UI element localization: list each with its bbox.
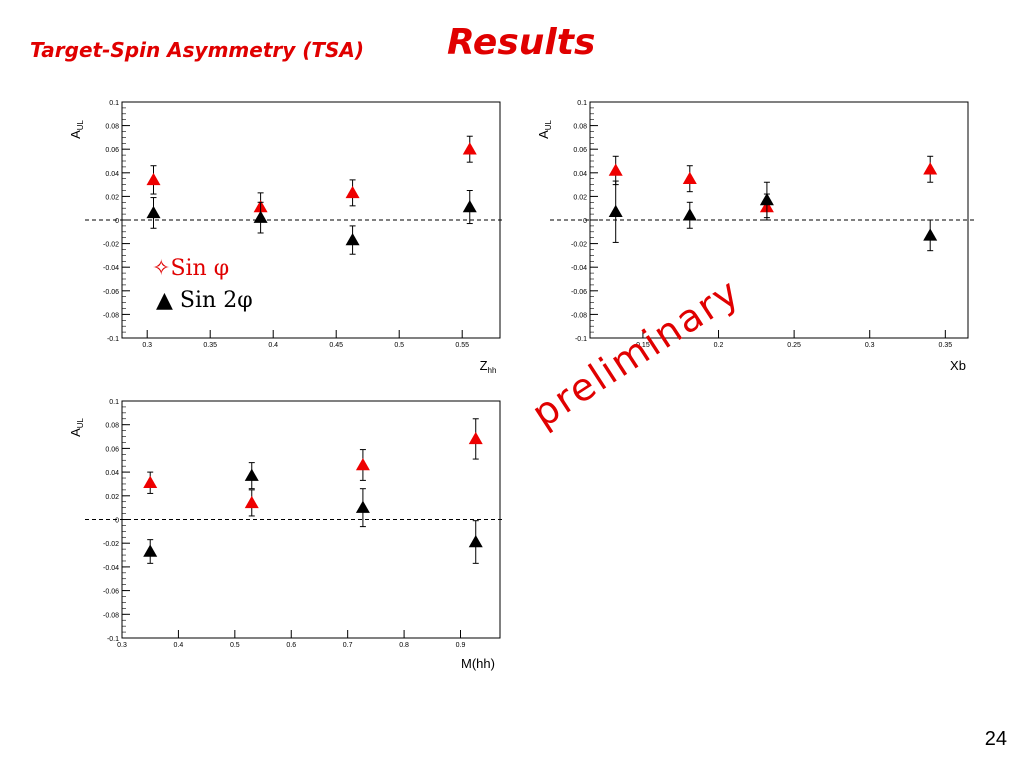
x-axis-label-subscript: hh [488, 366, 497, 375]
data-point-sin-phi [244, 495, 259, 509]
data-point-sin-2phi [608, 204, 623, 217]
plot-zhh: -0.1 -0.08 -0.06 -0.04 -0.02 0 0.02 0.04 0.06 0.0… [68, 100, 505, 375]
y-tick-label: 0.02 [105, 194, 119, 201]
data-point-sin-phi [468, 431, 483, 445]
sparkle-icon: ✧ [152, 256, 171, 281]
data-point-sin-2phi [355, 500, 370, 513]
x-tick-label: 0.7 [343, 642, 353, 649]
y-tick-label: -0.06 [571, 289, 587, 296]
x-axis-label: Zhh [480, 358, 497, 375]
y-tick-label: -0.04 [571, 265, 587, 272]
x-axis-label: M(hh) [461, 656, 495, 671]
legend-sin-phi: ✧Sin φ [152, 256, 229, 281]
data-point-sin-phi [923, 162, 938, 175]
x-tick-label: 0.3 [865, 342, 875, 349]
y-tick-label: 0.06 [105, 446, 119, 453]
legend-sin-phi-label: Sin φ [170, 256, 230, 281]
x-axis-label: Xb [950, 358, 966, 373]
y-tick-label: -0.08 [103, 612, 119, 619]
slide-subtitle: Target-Spin Asymmetry (TSA) [30, 38, 365, 62]
y-tick-label: -0.02 [103, 242, 119, 249]
y-tick-label: -0.04 [103, 265, 119, 272]
data-point-sin-2phi [462, 200, 477, 213]
data-point-sin-phi [355, 457, 370, 471]
y-axis-label-subscript: UL [544, 119, 553, 130]
legend-sin-2phi-label: Sin 2φ [179, 288, 253, 313]
x-tick-label: 0.4 [174, 642, 184, 649]
y-tick-label: 0.08 [105, 423, 119, 430]
y-tick-label: -0.08 [571, 312, 587, 319]
x-tick-label: 0.9 [456, 642, 466, 649]
x-tick-label: 0.5 [394, 342, 404, 349]
x-tick-label: 0.3 [117, 642, 127, 649]
x-tick-label: 0.55 [455, 342, 469, 349]
data-point-sin-2phi [682, 208, 697, 221]
y-tick-label: 0.08 [573, 124, 587, 131]
data-point-sin-2phi [923, 228, 938, 241]
y-tick-label: 0.1 [109, 399, 119, 406]
y-tick-label: -0.1 [107, 336, 119, 343]
data-point-sin-phi [462, 142, 477, 155]
x-tick-label: 0.8 [399, 642, 409, 649]
x-tick-label: 0.4 [268, 342, 278, 349]
x-tick-label: 0.15 [636, 342, 650, 349]
x-tick-label: 0.45 [329, 342, 343, 349]
y-tick-label: 0.06 [105, 147, 119, 154]
data-point-sin-2phi [468, 535, 483, 548]
data-point-sin-2phi [143, 544, 158, 557]
y-tick-label: 0 [115, 218, 119, 225]
x-tick-label: 0.35 [203, 342, 217, 349]
y-tick-label: -0.06 [103, 589, 119, 596]
data-point-sin-2phi [253, 210, 268, 223]
y-tick-label: 0.1 [577, 100, 587, 107]
y-tick-label: 0.06 [573, 147, 587, 154]
x-tick-label: 0.25 [787, 342, 801, 349]
data-point-sin-phi [682, 171, 697, 184]
y-tick-label: 0.1 [109, 100, 119, 107]
slide-title: Results [447, 22, 596, 63]
data-point-sin-2phi [244, 468, 259, 481]
triangle-icon: ▲ [156, 288, 173, 313]
y-tick-label: 0 [583, 218, 587, 225]
plot-xb: -0.1 -0.08 -0.06 -0.04 -0.02 0 0.02 0.04 0.06 0.0… [536, 100, 975, 373]
plot-mhh: -0.1 -0.08 -0.06 -0.04 -0.02 0 0.02 0.04 0.06 0.0… [68, 399, 505, 671]
y-tick-label: 0.04 [573, 171, 587, 178]
data-point-sin-2phi [345, 233, 360, 246]
y-tick-label: 0.04 [105, 171, 119, 178]
data-point-sin-phi [345, 185, 360, 199]
data-point-sin-phi [143, 475, 158, 489]
y-tick-label: -0.08 [103, 312, 119, 319]
y-axis-label: AUL [536, 119, 553, 138]
data-point-sin-phi [608, 163, 623, 176]
x-tick-label: 0.3 [142, 342, 152, 349]
y-tick-label: 0.02 [573, 194, 587, 201]
y-tick-label: -0.06 [103, 289, 119, 296]
y-axis-label-subscript: UL [76, 119, 85, 130]
data-point-sin-phi [146, 172, 161, 186]
y-tick-label: 0.04 [105, 470, 119, 477]
legend-sin-2phi: ▲ Sin 2φ [156, 288, 253, 313]
x-tick-label: 0.6 [286, 642, 296, 649]
x-tick-label: 0.35 [939, 342, 953, 349]
y-tick-label: -0.1 [107, 636, 119, 643]
plot-frame [589, 101, 969, 339]
y-axis-label-subscript: UL [76, 417, 85, 428]
page-number: 24 [984, 728, 1007, 750]
y-axis-label: AUL [68, 417, 85, 436]
y-tick-label: -0.1 [575, 336, 587, 343]
y-tick-label: -0.04 [103, 565, 119, 572]
x-tick-label: 0.2 [714, 342, 724, 349]
y-axis-label: AUL [68, 119, 85, 138]
y-tick-label: 0.08 [105, 124, 119, 131]
y-tick-label: -0.02 [571, 242, 587, 249]
y-tick-label: 0.02 [105, 494, 119, 501]
x-tick-label: 0.5 [230, 642, 240, 649]
y-tick-label: 0 [115, 518, 119, 525]
y-tick-label: -0.02 [103, 541, 119, 548]
data-point-sin-2phi [146, 205, 161, 219]
data-point-sin-2phi [759, 192, 774, 206]
